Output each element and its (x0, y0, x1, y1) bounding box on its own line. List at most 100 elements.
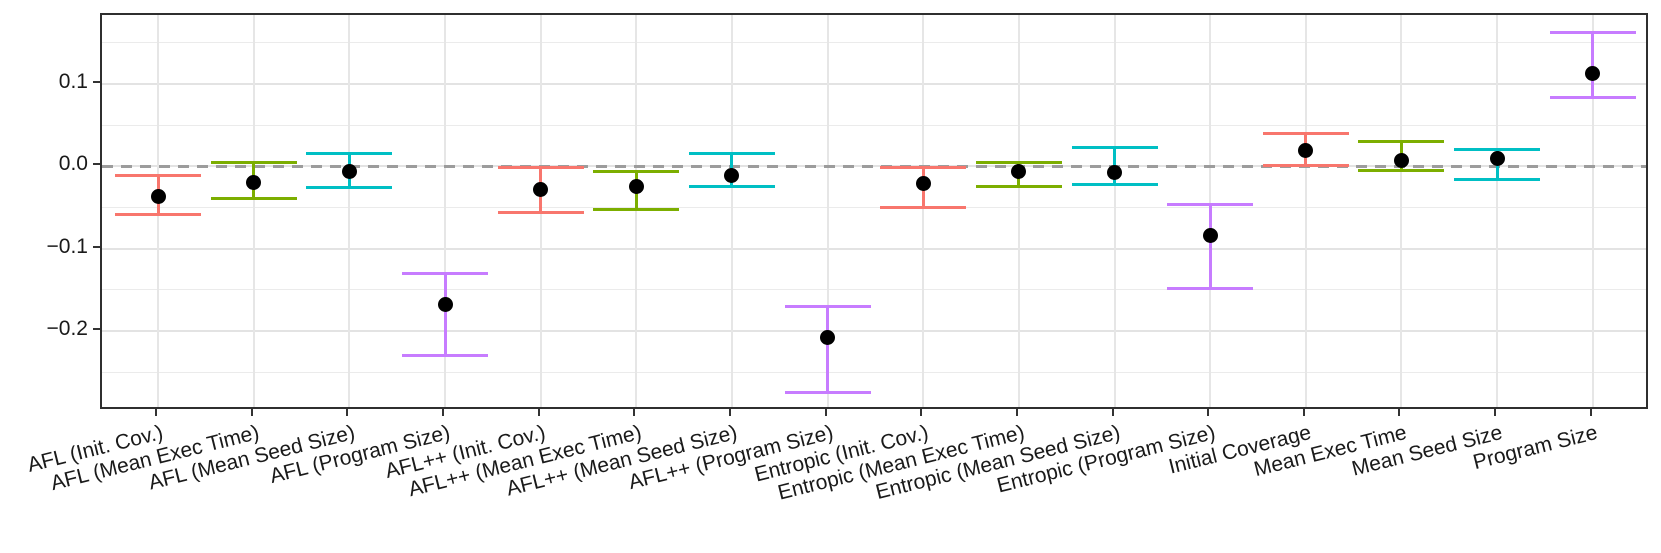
x-tick-mark (1302, 409, 1305, 416)
gridline-category (826, 15, 829, 407)
x-tick-mark (1111, 409, 1114, 416)
gridline-minor (102, 371, 1646, 373)
error-bar-cap-upper (1071, 145, 1158, 149)
error-bar-cap-upper (1454, 147, 1541, 151)
point-estimate-dot (724, 167, 740, 183)
gridline-major (102, 83, 1646, 85)
x-tick-mark (824, 409, 827, 416)
x-tick-mark (537, 409, 540, 416)
error-bar-cap-lower (975, 185, 1062, 189)
error-bar-cap-lower (880, 205, 967, 209)
point-estimate-dot (437, 297, 453, 313)
gridline-major (102, 329, 1646, 332)
error-bar-cap-upper (975, 160, 1062, 164)
error-bar-cap-lower (1358, 168, 1445, 172)
gridline-minor (102, 124, 1646, 126)
error-bar-cap-upper (497, 166, 584, 170)
zero-reference-line (102, 164, 1646, 168)
gridline-category (1304, 15, 1307, 407)
y-tick-mark (93, 163, 100, 166)
error-bar-cap-upper (1167, 203, 1254, 207)
y-tick-label: 0.1 (58, 70, 88, 93)
error-bar-cap-upper (1358, 140, 1445, 144)
gridline-category (635, 15, 638, 407)
error-bar-line (1208, 204, 1212, 289)
x-tick-mark (728, 409, 731, 416)
error-bar-cap-lower (115, 213, 202, 217)
gridline-category (348, 15, 351, 407)
error-bar-cap-lower (210, 196, 297, 200)
error-bar-cap-upper (1549, 30, 1636, 34)
error-bar-cap-upper (1262, 131, 1349, 135)
x-tick-mark (1398, 409, 1401, 416)
error-bar-cap-upper (784, 304, 871, 308)
point-estimate-dot (341, 163, 357, 179)
error-bar-cap-upper (210, 160, 297, 164)
point-estimate-dot (150, 189, 166, 205)
gridline-category (1591, 15, 1594, 407)
error-bar-cap-lower (1071, 182, 1158, 186)
error-bar-cap-upper (306, 152, 393, 156)
error-bar-cap-lower (593, 207, 680, 211)
error-bar-cap-lower (497, 210, 584, 214)
point-estimate-dot (1011, 163, 1027, 179)
gridline-category (1400, 15, 1403, 407)
point-estimate-dot (533, 181, 549, 197)
x-tick-mark (346, 409, 349, 416)
x-tick-mark (442, 409, 445, 416)
gridline-minor (102, 206, 1646, 208)
y-tick-label: 0.0 (58, 152, 88, 176)
error-bar-line (443, 273, 447, 356)
gridline-category (730, 15, 733, 407)
x-tick-mark (1207, 409, 1210, 416)
error-bar-line (826, 306, 830, 393)
gridline-category (922, 15, 925, 407)
plot-panel (100, 13, 1648, 409)
point-estimate-dot (1393, 153, 1409, 169)
y-tick-mark (93, 245, 100, 248)
gridline-major (102, 247, 1646, 250)
point-estimate-dot (246, 175, 262, 191)
x-tick-mark (1015, 409, 1018, 416)
error-bar-cap-lower (306, 186, 393, 190)
x-tick-mark (155, 409, 158, 416)
point-estimate-dot (1489, 150, 1505, 166)
error-bar-cap-upper (402, 271, 489, 275)
error-bar-cap-lower (1454, 177, 1541, 181)
x-tick-mark (920, 409, 923, 416)
x-tick-mark (633, 409, 636, 416)
y-tick-label: −0.1 (46, 234, 88, 258)
error-bar-cap-lower (1167, 287, 1254, 291)
error-bar-cap-lower (1262, 163, 1349, 167)
error-bar-cap-lower (1549, 95, 1636, 99)
gridline-category (1017, 15, 1020, 407)
point-estimate-dot (820, 329, 836, 345)
gridline-minor (102, 289, 1646, 291)
error-bar-cap-upper (593, 169, 680, 173)
point-estimate-dot (1585, 65, 1601, 81)
point-estimate-dot (1202, 227, 1218, 243)
y-tick-mark (93, 81, 100, 83)
error-bar-line (1591, 32, 1595, 98)
error-bar-cap-lower (688, 185, 775, 189)
gridline-category (1496, 15, 1499, 407)
x-tick-mark (250, 409, 253, 416)
point-estimate-dot (628, 178, 644, 194)
gridline-category (252, 15, 255, 407)
point-estimate-dot (1107, 165, 1122, 181)
error-bar-cap-upper (115, 173, 202, 177)
x-tick-mark (1589, 409, 1592, 416)
x-tick-mark (1494, 409, 1497, 416)
error-bar-cap-upper (880, 165, 967, 169)
y-tick-label: −0.2 (46, 316, 88, 340)
point-estimate-dot (915, 176, 931, 192)
gridline-category (444, 15, 447, 407)
gridline-category (1113, 15, 1116, 407)
y-tick-mark (93, 327, 100, 330)
error-bar-cap-upper (688, 152, 775, 156)
error-bar-cap-lower (402, 354, 489, 358)
gridline-minor (102, 42, 1646, 44)
error-bar-cap-lower (784, 391, 871, 395)
point-estimate-dot (1298, 143, 1314, 159)
